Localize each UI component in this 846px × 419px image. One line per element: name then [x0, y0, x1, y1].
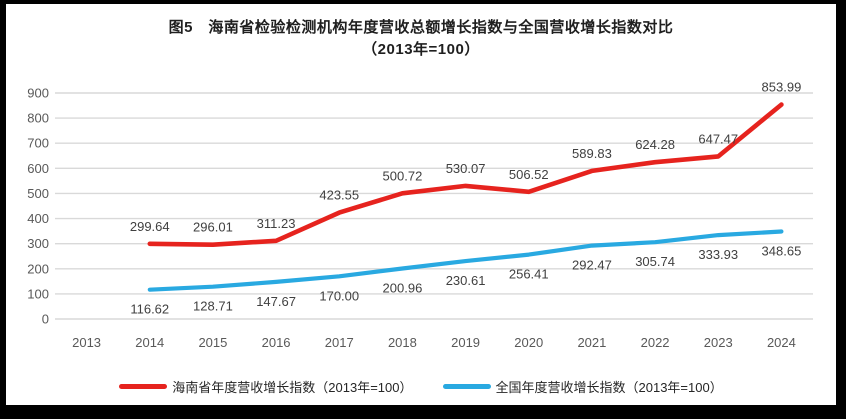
legend-label-hainan: 海南省年度营收增长指数（2013年=100）: [172, 380, 413, 395]
series-data-labels-1: 116.62 128.71 147.67 170.00 200.96 230.61 256.…: [130, 243, 801, 316]
x-axis-tick-label: 2022: [641, 335, 670, 350]
y-axis-tick-label: 300: [27, 236, 49, 251]
x-axis-tick-label: 2024: [767, 335, 796, 350]
data-label: 506.52: [509, 167, 549, 182]
legend: 海南省年度营收增长指数（2013年=100） 全国年度营收增长指数（2013年=…: [6, 377, 836, 396]
x-axis-tick-label: 2015: [198, 335, 227, 350]
x-axis-tick-label: 2017: [325, 335, 354, 350]
x-axis-tick-label: 2018: [388, 335, 417, 350]
data-label: 200.96: [383, 281, 423, 296]
data-label: 256.41: [509, 267, 549, 282]
data-label: 116.62: [130, 302, 169, 317]
legend-line-swatch-national: [442, 384, 491, 389]
data-label: 589.83: [572, 146, 612, 161]
x-axis-tick-label: 2023: [704, 335, 733, 350]
data-label: 170.00: [319, 288, 359, 303]
x-axis-tick-label: 2013: [72, 335, 101, 350]
chart-canvas: 图5 海南省检验检测机构年度营收总额增长指数与全国营收增长指数对比 （2013年…: [6, 4, 836, 405]
data-label: 128.71: [193, 299, 233, 314]
data-label: 296.01: [193, 220, 233, 235]
legend-label-national: 全国年度营收增长指数（2013年=100）: [495, 380, 723, 395]
data-label: 311.23: [257, 216, 296, 231]
data-label: 423.55: [319, 188, 359, 203]
data-label: 292.47: [572, 258, 612, 273]
data-label: 853.99: [762, 80, 802, 95]
line-chart-plot: 0 100 200 300 400 500 600 700 800 900 2013 2014 2015…: [27, 80, 813, 350]
legend-item-hainan[interactable]: 海南省年度营收增长指数（2013年=100）: [119, 377, 413, 396]
data-label: 305.74: [635, 254, 675, 269]
y-axis-tick-label: 900: [27, 86, 49, 101]
data-label: 647.47: [698, 131, 738, 146]
y-axis-tick-label: 700: [27, 136, 49, 151]
x-axis-tick-label: 2021: [577, 335, 606, 350]
x-axis-tick-label: 2016: [262, 335, 291, 350]
y-axis-tick-label: 200: [27, 261, 49, 276]
data-label: 230.61: [446, 273, 486, 288]
y-axis-tick-label: 100: [27, 286, 49, 301]
gridlines: [55, 92, 813, 320]
chart-title: 图5 海南省检验检测机构年度营收总额增长指数与全国营收增长指数对比 （2013年…: [6, 17, 836, 61]
legend-line-swatch-hainan: [119, 384, 168, 389]
data-label: 333.93: [698, 247, 738, 262]
data-label: 530.07: [446, 161, 486, 176]
data-label: 299.64: [130, 219, 170, 234]
chart-title-line1: 图5 海南省检验检测机构年度营收总额增长指数与全国营收增长指数对比: [168, 19, 674, 36]
legend-item-national[interactable]: 全国年度营收增长指数（2013年=100）: [442, 377, 723, 396]
series-data-labels-0: 299.64 296.01 311.23 423.55 500.72 530.07 506.…: [130, 80, 801, 235]
x-axis-labels: 2013 2014 2015 2016 2017 2018 2019 2020 2021 2022…: [72, 335, 796, 350]
data-label: 624.28: [635, 137, 675, 152]
series-line-0[interactable]: [147, 102, 784, 247]
x-axis-tick-label: 2014: [135, 335, 164, 350]
data-label: 348.65: [762, 243, 802, 258]
y-axis-labels: 0 100 200 300 400 500 600 700 800 900: [27, 86, 49, 327]
series-line-1[interactable]: [147, 229, 784, 292]
y-axis-tick-label: 0: [42, 312, 49, 327]
y-axis-tick-label: 600: [27, 161, 49, 176]
x-axis-tick-label: 2020: [514, 335, 543, 350]
y-axis-tick-label: 500: [27, 186, 49, 201]
y-axis-tick-label: 400: [27, 211, 49, 226]
chart-title-line2: （2013年=100）: [362, 41, 480, 58]
data-label: 147.67: [256, 294, 296, 309]
x-axis-tick-label: 2019: [451, 335, 480, 350]
y-axis-tick-label: 800: [27, 111, 49, 126]
data-label: 500.72: [383, 168, 423, 183]
